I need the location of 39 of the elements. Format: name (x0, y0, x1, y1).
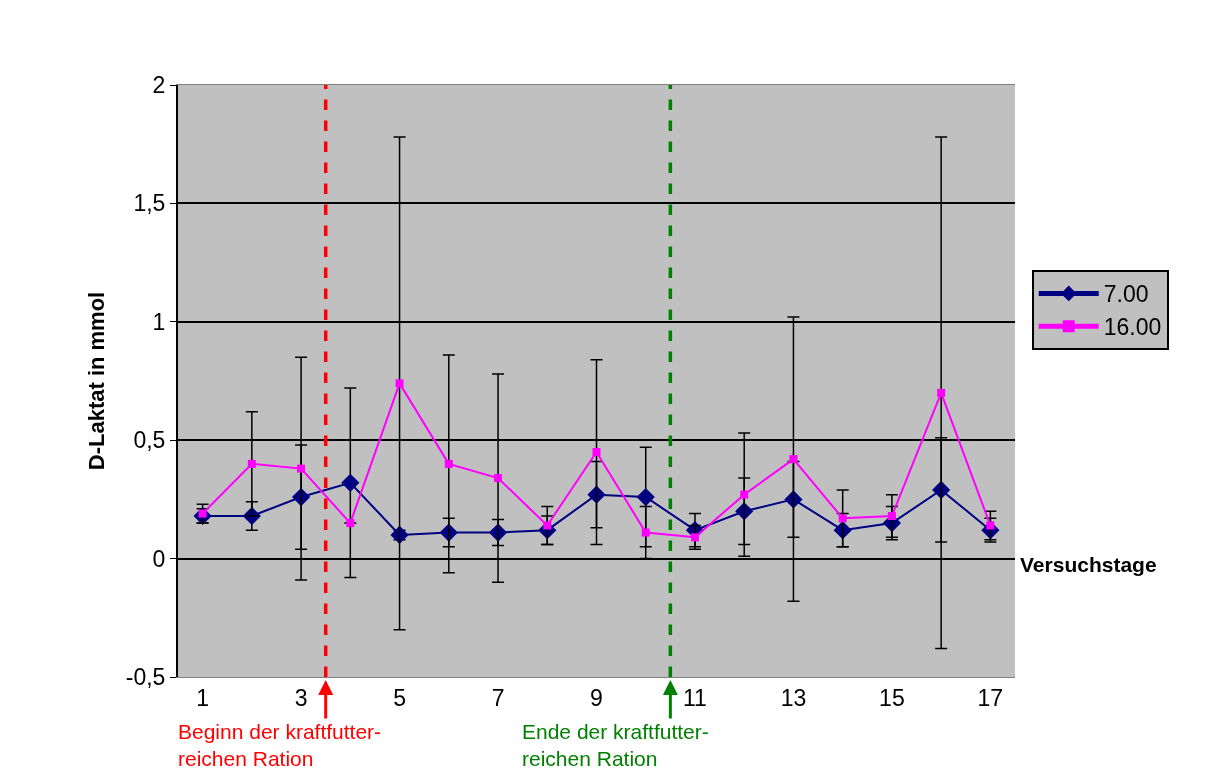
y-tick-label: 0 (152, 545, 166, 572)
point (346, 519, 355, 528)
point (986, 521, 995, 530)
x-tick-label: 11 (683, 684, 707, 711)
point (937, 388, 946, 397)
point (592, 448, 601, 457)
y-tick-label: 1,5 (133, 190, 166, 217)
point (690, 533, 699, 542)
x-tick-label: 9 (590, 684, 603, 711)
point (390, 525, 409, 545)
x-tick-label: 5 (393, 684, 406, 711)
x-tick-label: 1 (196, 684, 210, 711)
point (887, 511, 896, 520)
x-tick-label: 13 (780, 684, 807, 711)
point (341, 473, 360, 492)
y-axis-title: D-Laktat in mmol (84, 291, 110, 471)
point (641, 528, 650, 537)
x-tick-label: 3 (294, 684, 308, 711)
point (494, 474, 503, 483)
y-tick-label: 0,5 (133, 427, 166, 454)
ref-line-label: Ende der kraftfutter- reichen Ration (522, 720, 709, 771)
point (247, 459, 256, 468)
point (395, 379, 404, 388)
legend-label: 16.00 (1103, 314, 1162, 341)
ref-line-label: Beginn der kraftfutter- reichen Ration (178, 720, 382, 771)
y-tick-label: 1 (152, 308, 166, 335)
point (444, 459, 453, 468)
x-tick-label: 7 (491, 684, 505, 711)
point (838, 514, 847, 523)
point (636, 487, 655, 507)
point (740, 490, 749, 499)
point (297, 464, 306, 473)
x-axis-title: Versuchstage (1020, 553, 1157, 576)
y-tick-label: 2 (152, 72, 166, 99)
point (789, 455, 798, 464)
x-tick-label: 17 (977, 684, 1004, 711)
y-tick-label: -0,5 (125, 664, 166, 691)
legend-label: 7.00 (1103, 281, 1149, 308)
x-tick-label: 15 (879, 684, 905, 711)
